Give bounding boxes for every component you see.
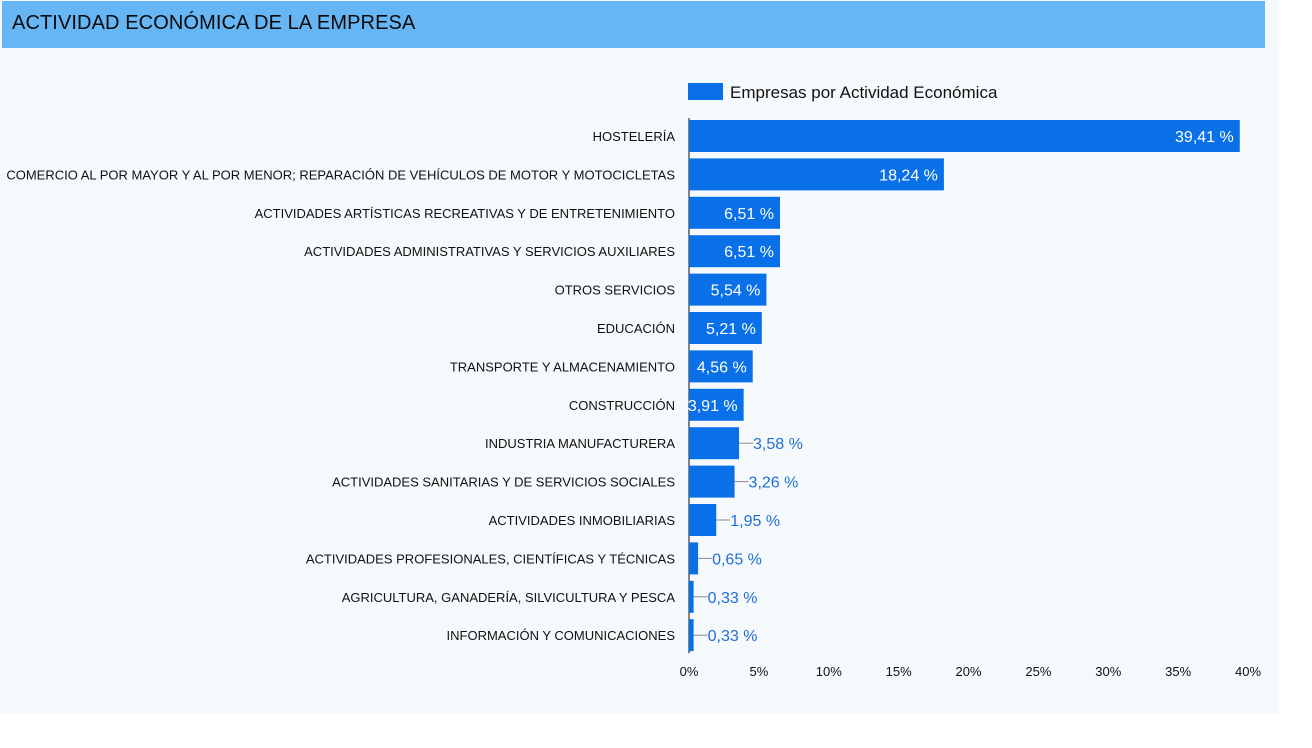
bar	[689, 350, 753, 383]
bar	[689, 235, 780, 268]
bar-value-label: 3,26 %	[749, 475, 799, 492]
x-tick-label: 25%	[1025, 664, 1051, 679]
bar	[689, 542, 699, 575]
category-label: ACTIVIDADES ADMINISTRATIVAS Y SERVICIOS …	[304, 244, 675, 259]
category-label: HOSTELERÍA	[593, 129, 676, 144]
bar	[689, 388, 744, 421]
x-tick-label: 35%	[1165, 664, 1191, 679]
bar-value-label: 3,91 %	[688, 398, 738, 415]
x-tick-label: 0%	[680, 664, 699, 679]
category-label: ACTIVIDADES PROFESIONALES, CIENTÍFICAS Y…	[306, 551, 675, 566]
x-tick-label: 40%	[1235, 664, 1261, 679]
bar-value-label: 39,41 %	[1175, 129, 1234, 146]
legend-label: Empresas por Actividad Económica	[730, 83, 998, 102]
category-label: COMERCIO AL POR MAYOR Y AL POR MENOR; RE…	[6, 167, 675, 182]
section-header: ACTIVIDAD ECONÓMICA DE LA EMPRESA	[2, 1, 1265, 48]
bar	[689, 580, 694, 613]
bar	[689, 619, 694, 652]
category-label: AGRICULTURA, GANADERÍA, SILVICULTURA Y P…	[342, 590, 676, 605]
x-tick-label: 5%	[749, 664, 768, 679]
category-label: INDUSTRIA MANUFACTURERA	[485, 436, 675, 451]
bar-value-label: 4,56 %	[697, 359, 747, 376]
x-tick-label: 10%	[816, 664, 842, 679]
bar	[689, 427, 740, 460]
x-tick-label: 30%	[1095, 664, 1121, 679]
bar-value-label: 1,95 %	[730, 513, 780, 530]
bar-value-label: 0,33 %	[708, 628, 758, 645]
category-label: INFORMACIÓN Y COMUNICACIONES	[447, 628, 676, 643]
bar	[689, 120, 1240, 152]
bar	[689, 196, 780, 229]
category-label: ACTIVIDADES INMOBILIARIAS	[489, 513, 676, 528]
bar-value-label: 6,51 %	[724, 206, 774, 223]
bar-value-label: 0,33 %	[708, 590, 758, 607]
bar-value-label: 5,21 %	[706, 321, 756, 338]
legend-swatch	[688, 83, 723, 100]
bar	[689, 158, 944, 191]
category-label: ACTIVIDADES SANITARIAS Y DE SERVICIOS SO…	[332, 475, 675, 490]
bar	[689, 273, 767, 306]
bar-value-label: 18,24 %	[879, 167, 938, 184]
bar-value-label: 3,58 %	[753, 436, 803, 453]
bar-value-label: 5,54 %	[711, 283, 761, 300]
x-tick-label: 20%	[955, 664, 981, 679]
bar-value-label: 0,65 %	[712, 551, 762, 568]
chart-panel	[0, 0, 1278, 714]
x-tick-label: 15%	[886, 664, 912, 679]
category-label: CONSTRUCCIÓN	[569, 398, 675, 413]
bar-value-label: 6,51 %	[724, 244, 774, 261]
category-label: TRANSPORTE Y ALMACENAMIENTO	[450, 359, 675, 374]
category-label: EDUCACIÓN	[597, 321, 675, 336]
category-label: OTROS SERVICIOS	[555, 283, 676, 298]
category-label: ACTIVIDADES ARTÍSTICAS RECREATIVAS Y DE …	[255, 206, 675, 221]
bar	[689, 465, 735, 498]
section-title: ACTIVIDAD ECONÓMICA DE LA EMPRESA	[12, 12, 416, 34]
bar	[689, 504, 717, 536]
bar	[689, 312, 762, 344]
